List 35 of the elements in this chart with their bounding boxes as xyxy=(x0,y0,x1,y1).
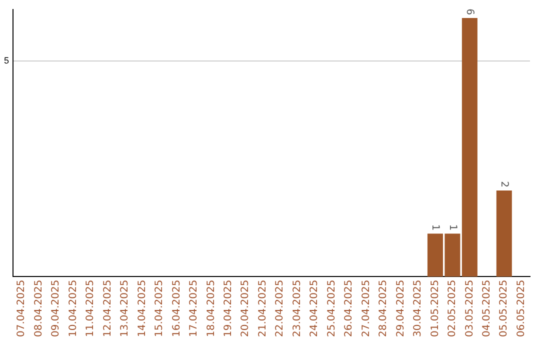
x-tick-label: 24.04.2025 xyxy=(309,280,320,338)
x-tick-label: 29.04.2025 xyxy=(395,280,406,338)
x-tick-label: 08.04.2025 xyxy=(33,280,44,338)
data-label: 6 xyxy=(464,8,476,16)
x-tick-label: 19.04.2025 xyxy=(223,280,234,338)
x-tick-label: 26.04.2025 xyxy=(344,280,355,338)
x-tick-label: 14.04.2025 xyxy=(136,280,148,338)
x-tick-label: 13.04.2025 xyxy=(120,280,131,338)
x-tick-label: 20.04.2025 xyxy=(240,280,252,338)
x-tick-label: 07.04.2025 xyxy=(16,280,28,338)
x-tick-label: 03.05.2025 xyxy=(464,280,476,338)
x-tick-label: 21.04.2025 xyxy=(257,280,268,338)
x-tick-label: 15.04.2025 xyxy=(154,280,166,338)
x-tick-label: 16.04.2025 xyxy=(171,280,182,338)
data-label: 1 xyxy=(446,224,458,231)
x-tick-label: 25.04.2025 xyxy=(326,280,338,338)
x-tick-label: 30.04.2025 xyxy=(412,280,424,338)
x-tick-label: 27.04.2025 xyxy=(360,280,372,338)
x-tick-label: 04.05.2025 xyxy=(482,280,493,338)
x-tick-label: 18.04.2025 xyxy=(206,280,217,338)
x-tick-label: 22.04.2025 xyxy=(274,280,286,338)
x-tick-label: 05.05.2025 xyxy=(498,280,510,338)
x-tick-label: 17.04.2025 xyxy=(188,280,200,338)
x-tick-label: 02.05.2025 xyxy=(447,280,458,338)
x-tick-label: 10.04.2025 xyxy=(68,280,79,338)
data-label: 1 xyxy=(430,224,441,231)
x-tick-label: 06.05.2025 xyxy=(516,280,527,338)
data-label: 2 xyxy=(498,181,510,188)
x-tick-label: 09.04.2025 xyxy=(50,280,62,338)
x-tick-label: 28.04.2025 xyxy=(378,280,390,338)
x-tick-label: 12.04.2025 xyxy=(102,280,114,338)
x-tick-label: 01.05.2025 xyxy=(430,280,441,338)
x-tick-label: 23.04.2025 xyxy=(292,280,303,338)
y-tick-label: 5 xyxy=(4,56,10,66)
x-tick-label: 11.04.2025 xyxy=(85,280,96,338)
